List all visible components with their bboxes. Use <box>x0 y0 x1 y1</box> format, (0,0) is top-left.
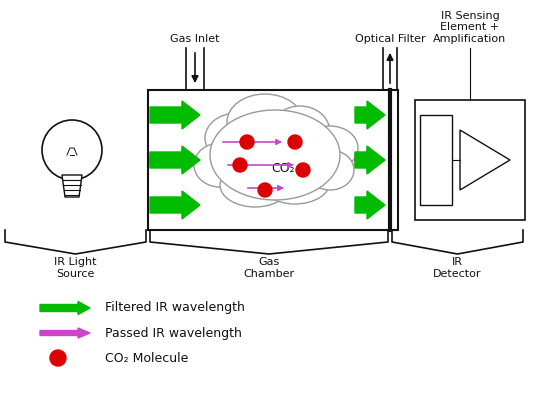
Text: Optical Filter: Optical Filter <box>355 34 425 44</box>
Ellipse shape <box>220 163 290 207</box>
Circle shape <box>233 158 247 172</box>
Ellipse shape <box>210 110 340 200</box>
Text: IR Light
Source: IR Light Source <box>54 257 97 279</box>
Circle shape <box>50 350 66 366</box>
FancyArrow shape <box>150 101 200 129</box>
FancyArrow shape <box>355 149 385 171</box>
Bar <box>148 90 398 230</box>
Text: CO₂ Molecule: CO₂ Molecule <box>105 351 188 364</box>
Ellipse shape <box>270 106 330 158</box>
FancyArrow shape <box>40 301 90 314</box>
Circle shape <box>288 135 302 149</box>
FancyArrow shape <box>355 146 385 174</box>
Text: IR Sensing
Element +
Amplification: IR Sensing Element + Amplification <box>433 11 507 44</box>
FancyArrow shape <box>150 191 200 219</box>
Polygon shape <box>460 130 510 190</box>
Text: Gas Inlet: Gas Inlet <box>170 34 220 44</box>
Polygon shape <box>62 175 82 197</box>
Ellipse shape <box>306 150 354 190</box>
Text: IR
Detector: IR Detector <box>433 257 482 279</box>
FancyArrow shape <box>355 191 385 219</box>
Ellipse shape <box>205 113 269 163</box>
Ellipse shape <box>302 126 358 170</box>
Circle shape <box>240 135 254 149</box>
Circle shape <box>42 120 102 180</box>
Bar <box>420 115 452 205</box>
FancyArrow shape <box>355 101 385 129</box>
Text: CO₂: CO₂ <box>271 162 295 174</box>
Circle shape <box>296 163 310 177</box>
Circle shape <box>258 183 272 197</box>
Ellipse shape <box>194 143 246 187</box>
Text: Gas
Chamber: Gas Chamber <box>243 257 295 279</box>
Ellipse shape <box>227 94 303 150</box>
FancyArrow shape <box>150 146 200 174</box>
Text: Passed IR wavelength: Passed IR wavelength <box>105 327 242 340</box>
Ellipse shape <box>260 160 330 204</box>
Text: Filtered IR wavelength: Filtered IR wavelength <box>105 301 245 314</box>
FancyArrow shape <box>40 328 90 338</box>
Bar <box>415 100 525 220</box>
FancyArrow shape <box>150 149 200 171</box>
